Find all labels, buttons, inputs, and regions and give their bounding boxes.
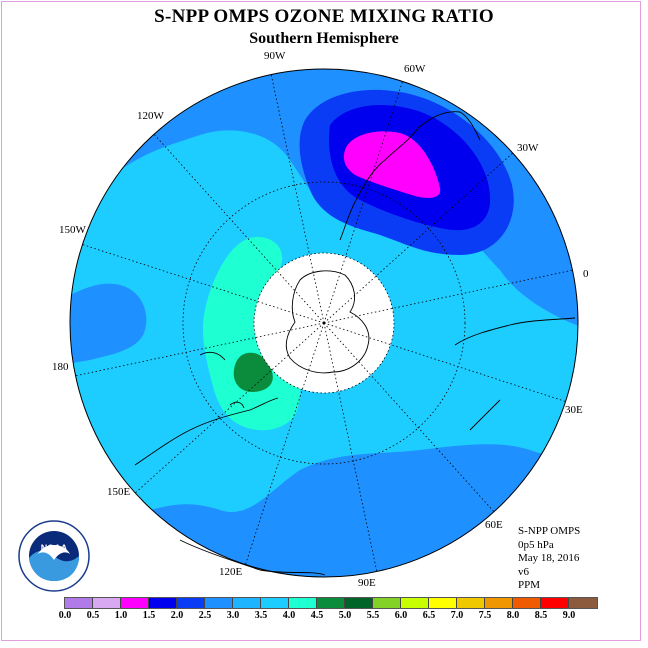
colorbar-cell bbox=[177, 598, 205, 608]
australia-coastline bbox=[134, 397, 326, 576]
colorbar-tick-label: 6.0 bbox=[394, 610, 408, 621]
colorbar-cell bbox=[121, 598, 149, 608]
colorbar-tick-label: 7.0 bbox=[450, 610, 464, 621]
colorbar-tick-label: 7.5 bbox=[478, 610, 492, 621]
colorbar-tick-label: 5.5 bbox=[366, 610, 380, 621]
colorbar-cell bbox=[345, 598, 373, 608]
antarctica-coastline bbox=[285, 270, 370, 374]
lon-label-0: 0 bbox=[583, 268, 589, 280]
colorbar-cell bbox=[93, 598, 121, 608]
colorbar-cell bbox=[65, 598, 93, 608]
info-version: v6 bbox=[518, 565, 529, 578]
coastlines bbox=[134, 111, 576, 576]
info-date: May 18, 2016 bbox=[518, 552, 580, 564]
colorbar-tick-label: 8.0 bbox=[506, 610, 520, 621]
lon-label-150w: 150W bbox=[59, 224, 86, 236]
new-zealand-coastline bbox=[199, 351, 245, 409]
pole-marker bbox=[322, 321, 326, 325]
colorbar-tick-label: 3.0 bbox=[226, 610, 240, 621]
colorbar-tick-label: 4.0 bbox=[282, 610, 296, 621]
page-frame bbox=[1, 1, 641, 641]
colorbar-tick-label: 2.0 bbox=[170, 610, 184, 621]
map-boundary bbox=[69, 68, 579, 578]
lon-label-150e: 150E bbox=[107, 486, 131, 498]
lon-label-60w: 60W bbox=[404, 63, 426, 75]
map-title: S-NPP OMPS OZONE MIXING RATIO bbox=[154, 6, 494, 27]
colorbar-tick-label: 5.0 bbox=[338, 610, 352, 621]
logo-text: NOAA bbox=[41, 543, 68, 553]
latitude-circle bbox=[182, 181, 466, 465]
lon-label-180: 180 bbox=[52, 361, 69, 373]
colorbar bbox=[64, 597, 598, 609]
info-units: PPM bbox=[518, 579, 541, 591]
map-subtitle: Southern Hemisphere bbox=[249, 30, 399, 47]
field-1-0 bbox=[343, 131, 441, 198]
noaa-logo: NOAA bbox=[18, 520, 90, 592]
colorbar-tick-label: 8.5 bbox=[534, 610, 548, 621]
colorbar-tick-label: 3.5 bbox=[254, 610, 268, 621]
info-instrument: S-NPP OMPS bbox=[518, 525, 581, 537]
colorbar-cell bbox=[401, 598, 429, 608]
colorbar-cell bbox=[485, 598, 513, 608]
lon-label-30e: 30E bbox=[565, 404, 583, 416]
colorbar-tick-label: 1.0 bbox=[114, 610, 128, 621]
colorbar-tick-label: 2.5 bbox=[198, 610, 212, 621]
colorbar-tick-label: 0.5 bbox=[86, 610, 100, 621]
colorbar-cell bbox=[289, 598, 317, 608]
colorbar-cell bbox=[233, 598, 261, 608]
field-4-0 bbox=[202, 236, 301, 431]
product-info: S-NPP OMPS 0p5 hPa May 18, 2016 v6 PPM bbox=[518, 525, 580, 593]
colorbar-tick-label: 1.5 bbox=[142, 610, 156, 621]
lon-label-60e: 60E bbox=[485, 519, 503, 531]
lon-label-90e: 90E bbox=[358, 577, 376, 589]
graticule bbox=[75, 74, 573, 572]
colorbar-cell bbox=[457, 598, 485, 608]
lon-label-90w: 90W bbox=[264, 50, 286, 62]
south-america-coastline bbox=[339, 111, 481, 241]
colorbar-cell bbox=[373, 598, 401, 608]
colorbar-cell bbox=[429, 598, 457, 608]
colorbar-cell bbox=[149, 598, 177, 608]
field-2-5-southeast bbox=[300, 440, 578, 522]
colorbar-cell bbox=[317, 598, 345, 608]
field-4-5 bbox=[233, 352, 273, 392]
colorbar-tick-label: 4.5 bbox=[310, 610, 324, 621]
colorbar-tick-label: 6.5 bbox=[422, 610, 436, 621]
info-level: 0p5 hPa bbox=[518, 538, 554, 551]
lon-label-120w: 120W bbox=[137, 110, 164, 122]
colorbar-tick-label: 0.0 bbox=[58, 610, 72, 621]
colorbar-cell bbox=[205, 598, 233, 608]
latitude-circle bbox=[253, 252, 395, 394]
field-2-5-west bbox=[70, 283, 147, 365]
colorbar-cell bbox=[513, 598, 541, 608]
colorbar-cell bbox=[261, 598, 289, 608]
colorbar-cell bbox=[541, 598, 569, 608]
colorbar-cell bbox=[569, 598, 597, 608]
lon-label-30w: 30W bbox=[517, 142, 539, 154]
lon-label-120e: 120E bbox=[219, 566, 243, 578]
colorbar-tick-label: 9.0 bbox=[562, 610, 576, 621]
africa-coastline bbox=[454, 317, 576, 431]
